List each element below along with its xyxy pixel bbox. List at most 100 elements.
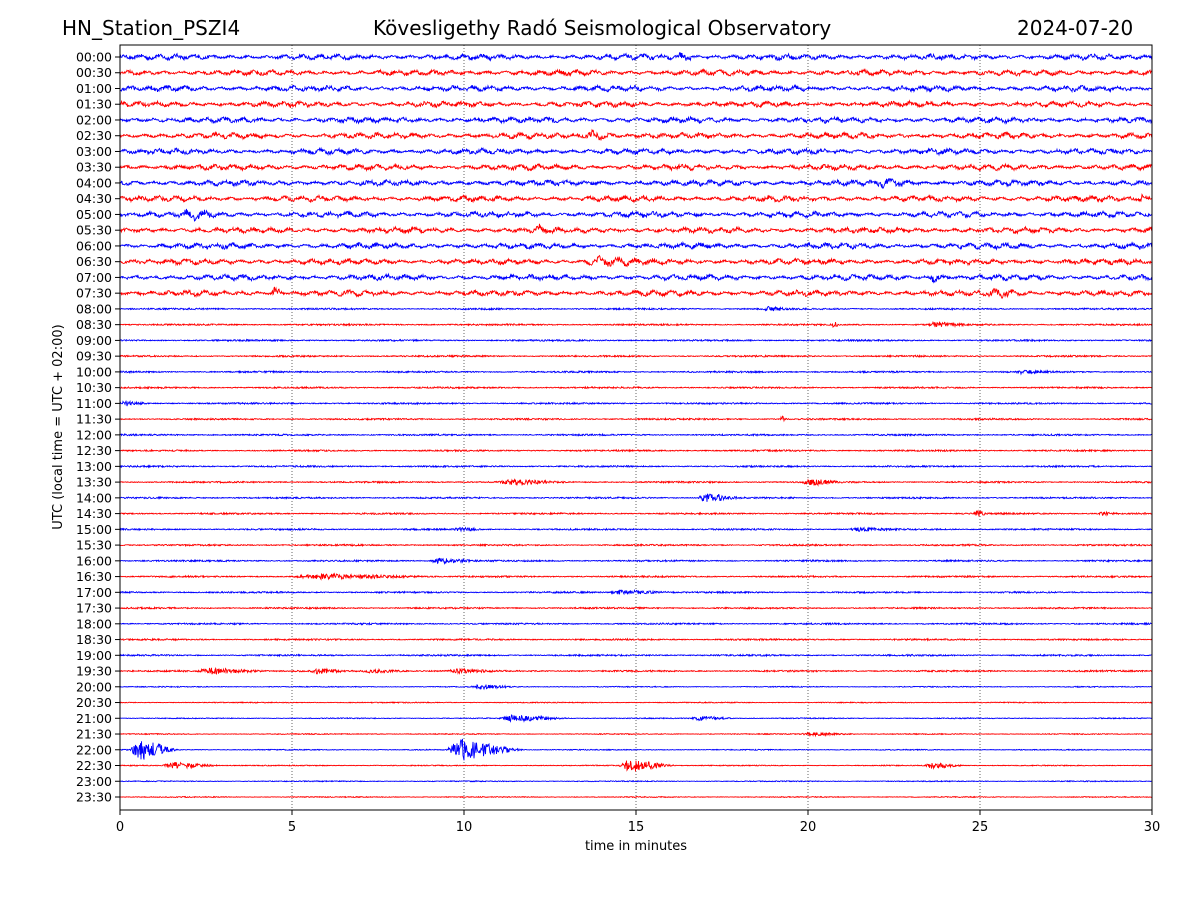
y-tick-label: 12:00 <box>76 427 112 442</box>
trace-0030 <box>119 68 1153 78</box>
trace-1530 <box>119 542 1153 548</box>
trace-0200 <box>119 115 1153 125</box>
trace-1430 <box>119 509 1153 517</box>
trace-1200 <box>119 432 1153 437</box>
y-tick-label: 20:30 <box>76 695 112 710</box>
x-tick-label: 30 <box>1144 820 1161 835</box>
trace-0830 <box>119 320 1153 328</box>
trace-0330 <box>119 162 1153 173</box>
trace-1230 <box>119 448 1153 453</box>
y-tick-label: 06:30 <box>76 254 112 269</box>
y-tick-label: 18:30 <box>76 632 112 647</box>
y-tick-label: 03:00 <box>76 144 112 159</box>
y-tick-label: 20:00 <box>76 679 112 694</box>
y-tick-label: 05:30 <box>76 223 112 238</box>
y-tick-label: 09:30 <box>76 349 112 364</box>
trace-1630 <box>119 572 1153 581</box>
y-tick-label: 03:30 <box>76 160 112 175</box>
y-tick-label: 21:30 <box>76 727 112 742</box>
y-tick-label: 06:00 <box>76 238 112 253</box>
trace-2330 <box>119 795 1153 799</box>
trace-2230 <box>119 760 1153 772</box>
y-tick-label: 10:00 <box>76 364 112 379</box>
trace-1400 <box>119 493 1153 502</box>
trace-0530 <box>119 223 1153 235</box>
trace-2300 <box>119 779 1153 783</box>
y-tick-label: 22:30 <box>76 758 112 773</box>
trace-1600 <box>119 557 1153 565</box>
trace-0230 <box>119 128 1153 141</box>
y-tick-label: 17:00 <box>76 585 112 600</box>
y-tick-label: 16:30 <box>76 569 112 584</box>
y-axis-label: UTC (local time = UTC + 02:00) <box>51 324 66 529</box>
trace-0130 <box>119 99 1153 109</box>
y-tick-label: 05:00 <box>76 207 112 222</box>
y-tick-label: 21:00 <box>76 711 112 726</box>
trace-0800 <box>119 305 1153 312</box>
y-tick-label: 01:30 <box>76 97 112 112</box>
y-tick-label: 07:00 <box>76 270 112 285</box>
y-tick-label: 07:30 <box>76 286 112 301</box>
trace-1100 <box>119 399 1153 407</box>
y-tick-label: 14:30 <box>76 506 112 521</box>
trace-0430 <box>119 193 1153 204</box>
trace-1130 <box>119 415 1153 423</box>
y-tick-label: 08:30 <box>76 317 112 332</box>
y-tick-label: 17:30 <box>76 601 112 616</box>
date-label: 2024-07-20 <box>1017 16 1134 40</box>
x-tick-label: 25 <box>972 820 989 835</box>
y-tick-label: 23:00 <box>76 774 112 789</box>
trace-0300 <box>119 146 1153 157</box>
trace-1830 <box>119 637 1153 642</box>
y-tick-label: 08:00 <box>76 301 112 316</box>
station-name: HN_Station_PSZI4 <box>62 16 241 40</box>
y-tick-label: 16:00 <box>76 553 112 568</box>
chart-title: Kövesligethy Radó Seismological Observat… <box>373 16 832 40</box>
x-tick-label: 10 <box>456 820 473 835</box>
y-tick-label: 01:00 <box>76 81 112 96</box>
y-tick-label: 00:00 <box>76 50 112 65</box>
trace-1800 <box>119 621 1153 627</box>
x-tick-label: 20 <box>800 820 817 835</box>
y-tick-label: 04:00 <box>76 175 112 190</box>
y-tick-label: 15:00 <box>76 522 112 537</box>
trace-0930 <box>119 354 1153 359</box>
trace-0100 <box>119 83 1153 94</box>
trace-1930 <box>119 666 1153 675</box>
y-tick-label: 14:00 <box>76 490 112 505</box>
y-tick-label: 23:30 <box>76 790 112 805</box>
x-tick-label: 0 <box>116 820 124 835</box>
y-tick-label: 02:30 <box>76 128 112 143</box>
y-tick-label: 12:30 <box>76 443 112 458</box>
y-tick-label: 18:00 <box>76 616 112 631</box>
y-tick-label: 11:00 <box>76 396 112 411</box>
trace-2200 <box>119 738 1153 761</box>
trace-1000 <box>119 369 1153 376</box>
x-tick-label: 5 <box>288 820 296 835</box>
y-tick-label: 19:30 <box>76 664 112 679</box>
trace-0500 <box>119 208 1153 223</box>
trace-0600 <box>119 240 1153 251</box>
trace-0900 <box>119 338 1153 343</box>
trace-0730 <box>119 286 1153 299</box>
y-tick-label: 13:30 <box>76 475 112 490</box>
y-tick-label: 11:30 <box>76 412 112 427</box>
y-tick-label: 09:00 <box>76 333 112 348</box>
y-tick-label: 19:00 <box>76 648 112 663</box>
y-tick-label: 13:00 <box>76 459 112 474</box>
y-tick-label: 10:30 <box>76 380 112 395</box>
trace-2000 <box>119 684 1153 691</box>
trace-2100 <box>119 714 1153 723</box>
trace-0400 <box>119 177 1153 189</box>
y-tick-label: 00:30 <box>76 65 112 80</box>
trace-1700 <box>119 589 1153 596</box>
trace-2030 <box>119 701 1153 704</box>
y-tick-label: 22:00 <box>76 742 112 757</box>
x-axis-label: time in minutes <box>585 839 687 854</box>
trace-0000 <box>119 51 1153 62</box>
trace-1330 <box>119 478 1153 487</box>
trace-1300 <box>119 464 1153 469</box>
y-tick-label: 04:30 <box>76 191 112 206</box>
trace-2130 <box>119 731 1153 738</box>
